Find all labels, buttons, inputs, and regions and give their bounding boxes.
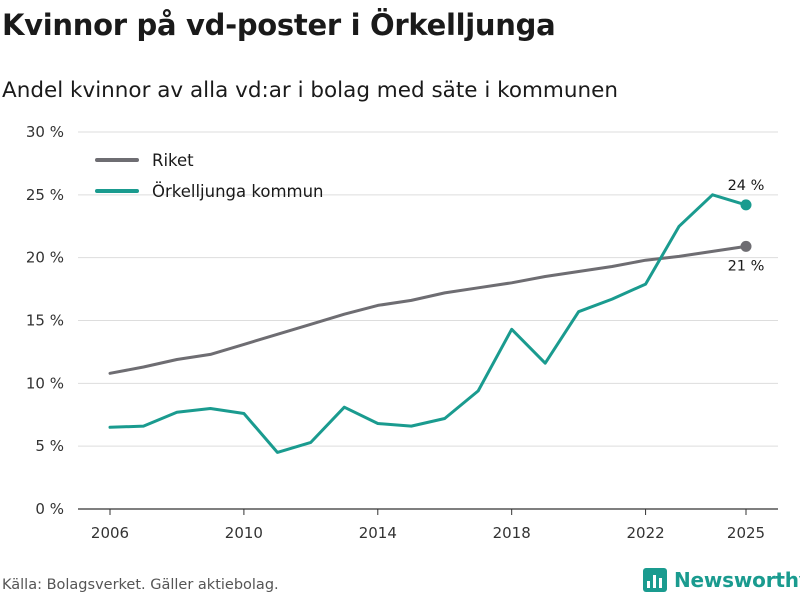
series-line-kommun [108,193,748,454]
x-tick-label: 2014 [359,524,397,542]
y-tick-label: 30 % [26,123,64,141]
y-tick-label: 25 % [26,186,64,204]
y-tick-label: 15 % [26,312,64,330]
source-note: Källa: Bolagsverket. Gäller aktiebolag. [2,577,279,593]
x-tick-label: 2025 [727,524,765,542]
series-end-marker [740,240,752,252]
brand-logo[interactable]: Newsworthy [643,568,800,592]
line-chart: 0 % 5 % 10 % 15 % 20 % 25 % 30 % 2006 2010 2014 20… [26,123,778,542]
y-tick-label: 0 % [35,500,64,518]
x-tick-label: 2010 [225,524,263,542]
chart-title: Kvinnor på vd-poster i Örkelljunga [2,8,556,42]
x-tick-label: 2006 [91,524,129,542]
legend-label: Riket [152,151,194,170]
data-label: 24 % [728,178,765,194]
y-tick-label: 5 % [35,437,64,455]
x-tick-label: 2022 [626,524,664,542]
y-tick-label: 20 % [26,249,64,267]
bar-chart-icon [643,568,667,592]
brand-name: Newsworthy [674,568,800,592]
data-label: 21 % [728,258,765,274]
x-tick-label: 2018 [493,524,531,542]
series-end-marker [740,199,752,211]
series-line-riket [108,244,748,375]
legend-label: Örkelljunga kommun [152,182,324,201]
chart-subtitle: Andel kvinnor av alla vd:ar i bolag med … [2,78,618,103]
y-tick-label: 10 % [26,374,64,392]
